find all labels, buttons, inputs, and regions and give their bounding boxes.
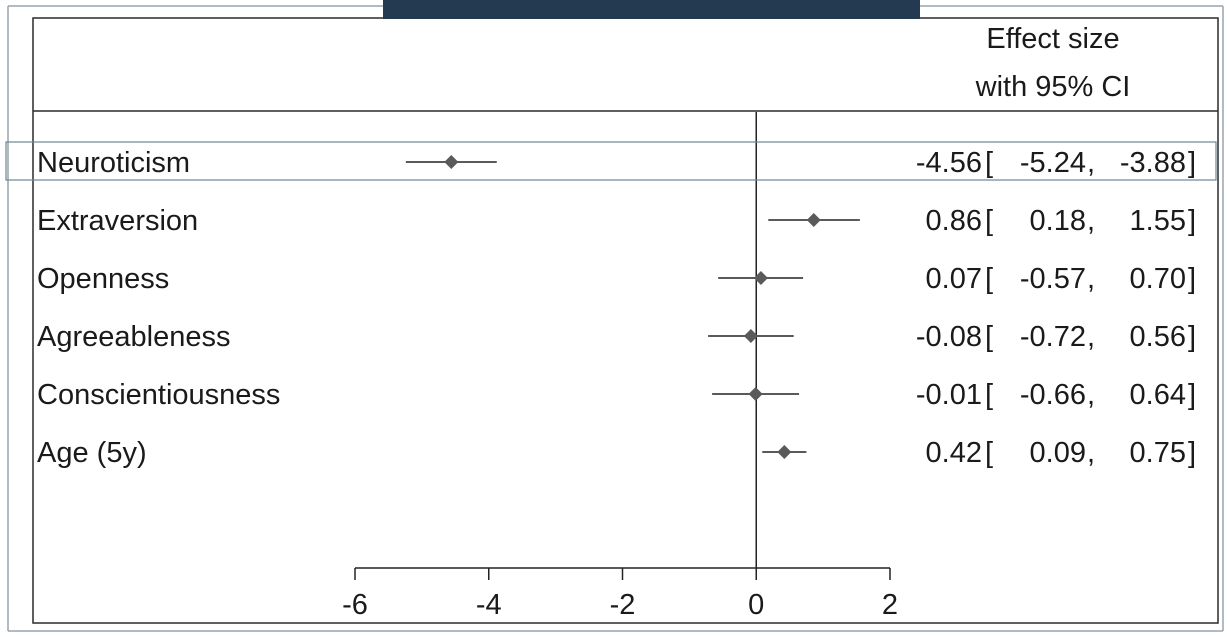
ci-open-bracket: [ bbox=[985, 263, 993, 295]
x-axis: -6 -4 -2 0 2 bbox=[342, 567, 898, 621]
row-label: Extraversion bbox=[37, 205, 198, 237]
ci-open-bracket: [ bbox=[985, 321, 993, 353]
effect-size-header-line1: Effect size bbox=[986, 23, 1119, 55]
forest-row: Age (5y) 0.42[0.09, 0.75] bbox=[37, 437, 1196, 469]
ci-lower-value: 0.09 bbox=[1030, 437, 1086, 469]
estimate-marker bbox=[444, 155, 459, 169]
row-label: Age (5y) bbox=[37, 437, 147, 469]
ci-open-bracket: [ bbox=[985, 379, 993, 411]
ci-lower-value: -0.66 bbox=[1020, 379, 1086, 411]
x-tick-label: -4 bbox=[476, 589, 502, 621]
ci-close-bracket: ] bbox=[1188, 321, 1196, 353]
estimate-value: -0.08 bbox=[916, 321, 982, 353]
forest-row: Openness 0.07[ -0.57, 0.70] bbox=[37, 263, 1196, 295]
ci-comma: , bbox=[1087, 205, 1095, 237]
ci-comma: , bbox=[1087, 263, 1095, 295]
row-label: Neuroticism bbox=[37, 147, 190, 179]
row-label: Openness bbox=[37, 263, 169, 295]
forest-row: Extraversion 0.86[0.18, 1.55] bbox=[37, 205, 1196, 237]
row-label: Agreeableness bbox=[37, 321, 230, 353]
estimate-value: 0.07 bbox=[926, 263, 982, 295]
ci-lower-value: -0.72 bbox=[1020, 321, 1086, 353]
estimate-value: 0.86 bbox=[926, 205, 982, 237]
ci-close-bracket: ] bbox=[1188, 437, 1196, 469]
forest-row: Neuroticism -4.56[ -5.24, -3.88] bbox=[37, 147, 1196, 179]
ci-close-bracket: ] bbox=[1188, 147, 1196, 179]
forest-rows: Neuroticism -4.56[-5.24, -3.88]Extraversio… bbox=[37, 147, 1196, 469]
ci-upper-value: 0.75 bbox=[1130, 437, 1186, 469]
ci-open-bracket: [ bbox=[985, 147, 993, 179]
plot-frame bbox=[32, 17, 1219, 624]
ci-upper-value: 1.55 bbox=[1130, 205, 1186, 237]
estimate-value: -0.01 bbox=[916, 379, 982, 411]
ci-comma: , bbox=[1087, 379, 1095, 411]
ci-comma: , bbox=[1087, 321, 1095, 353]
ci-upper-value: 0.56 bbox=[1130, 321, 1186, 353]
ci-close-bracket: ] bbox=[1188, 379, 1196, 411]
estimate-marker bbox=[777, 445, 792, 459]
forest-row: Agreeableness -0.08[ -0.72, 0.56] bbox=[37, 321, 1196, 353]
ci-upper-value: 0.64 bbox=[1130, 379, 1186, 411]
ci-close-bracket: ] bbox=[1188, 205, 1196, 237]
ci-comma: , bbox=[1087, 437, 1095, 469]
ci-comma: , bbox=[1087, 147, 1095, 179]
highlight-box bbox=[5, 141, 1217, 181]
x-tick-label: -6 bbox=[342, 589, 368, 621]
estimate-value: 0.42 bbox=[926, 437, 982, 469]
ci-open-bracket: [ bbox=[985, 205, 993, 237]
estimate-value: -4.56 bbox=[916, 147, 982, 179]
header-bar bbox=[383, 0, 920, 19]
ci-upper-value: 0.70 bbox=[1130, 263, 1186, 295]
x-tick-label: -2 bbox=[610, 589, 636, 621]
estimate-marker bbox=[806, 213, 821, 227]
ci-lower-value: -5.24 bbox=[1020, 147, 1086, 179]
estimate-marker bbox=[748, 387, 763, 401]
x-tick-label: 2 bbox=[882, 589, 898, 621]
estimate-marker bbox=[743, 329, 758, 343]
ci-upper-value: -3.88 bbox=[1120, 147, 1186, 179]
estimate-marker bbox=[753, 271, 768, 285]
forest-row: Conscientiousness -0.01[ -0.66, 0.64] bbox=[37, 379, 1196, 411]
ci-close-bracket: ] bbox=[1188, 263, 1196, 295]
ci-open-bracket: [ bbox=[985, 437, 993, 469]
ci-lower-value: 0.18 bbox=[1030, 205, 1086, 237]
x-tick-label: 0 bbox=[748, 589, 764, 621]
ci-lower-value: -0.57 bbox=[1020, 263, 1086, 295]
row-label: Conscientiousness bbox=[37, 379, 280, 411]
effect-size-header-line2: with 95% CI bbox=[975, 71, 1131, 103]
